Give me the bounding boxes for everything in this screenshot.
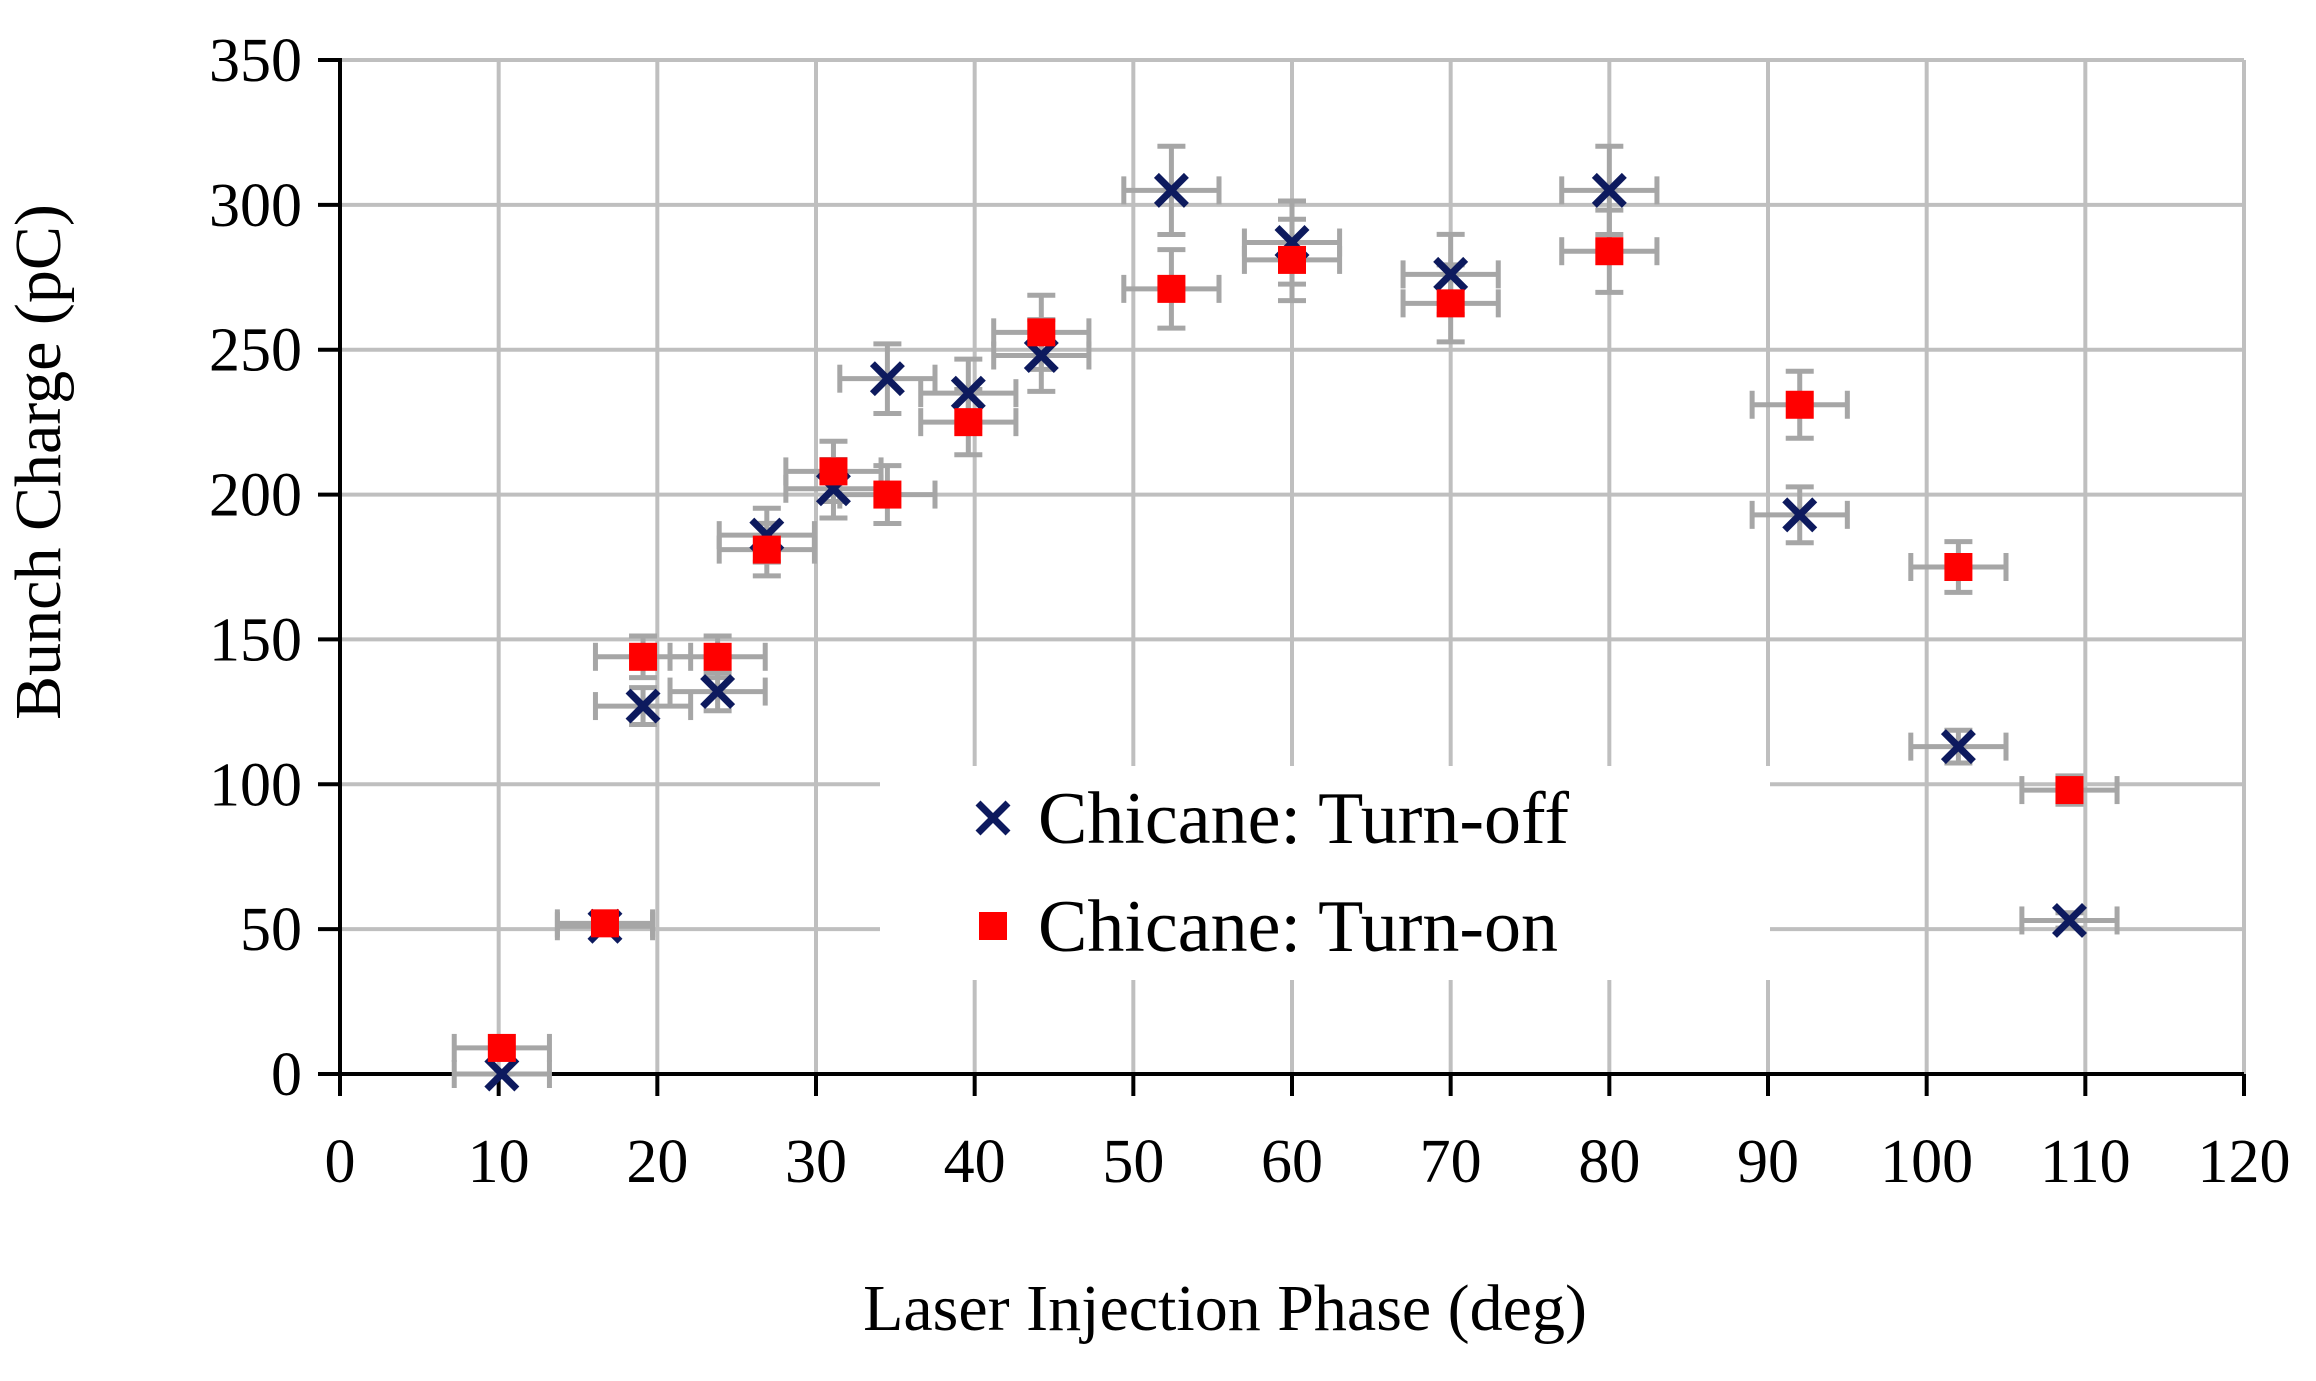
y-tick-label-0: 0: [271, 1041, 302, 1109]
y-tick-label-350: 350: [209, 27, 302, 95]
axes: 0 50 100 150 200 250 300 350 0 10 20 30 40 50 60 70 80 90…: [209, 27, 2291, 1196]
x-tick-label-110: 110: [2040, 1128, 2131, 1196]
turn-off-point-14: [1940, 729, 1976, 765]
turn-off-point-2: [625, 688, 661, 724]
turn-off-point-13: [1782, 497, 1818, 533]
y-axis-title: Bunch Charge (pC): [2, 204, 75, 720]
turn-on-point-3: [703, 642, 732, 671]
turn-on-point-12: [1595, 237, 1624, 266]
x-axis-title: Laser Injection Phase (deg): [863, 1272, 1587, 1345]
legend-label-0: Chicane: Turn-off: [1038, 778, 1569, 860]
legend: Chicane: Turn-off Chicane: Turn-on: [880, 766, 1770, 980]
x-tick-label-20: 20: [626, 1128, 688, 1196]
turn-off-point-11: [1433, 256, 1469, 292]
x-tick-label-100: 100: [1880, 1128, 1973, 1196]
turn-on-point-10: [1278, 245, 1306, 274]
y-tick-label-200: 200: [209, 462, 302, 530]
turn-on-point-1: [590, 909, 619, 938]
y-tick-label-50: 50: [240, 896, 302, 964]
turn-on-point-5: [819, 457, 848, 486]
turn-on-point-15: [2055, 776, 2084, 805]
x-tick-label-50: 50: [1102, 1128, 1164, 1196]
x-tick-label-120: 120: [2198, 1128, 2291, 1196]
turn-off-point-6: [869, 361, 905, 397]
turn-off-point-0: [484, 1056, 520, 1092]
y-tick-label-150: 150: [209, 606, 302, 674]
y-tick-label-250: 250: [209, 317, 302, 385]
turn-off-point-12: [1591, 172, 1627, 208]
x-tick-label-40: 40: [944, 1128, 1006, 1196]
turn-on-point-11: [1436, 289, 1465, 318]
turn-on-point-8: [1027, 318, 1056, 347]
x-tick-label-80: 80: [1578, 1128, 1640, 1196]
x-tick-label-90: 90: [1737, 1128, 1799, 1196]
turn-off-point-7: [950, 375, 986, 411]
turn-off-point-3: [700, 674, 736, 710]
turn-on-point-14: [1944, 553, 1973, 581]
x-tick-label-10: 10: [468, 1128, 530, 1196]
x-tick-label-60: 60: [1261, 1128, 1323, 1196]
turn-on-point-6: [873, 480, 902, 509]
x-tick-label-0: 0: [325, 1128, 356, 1196]
turn-off-point-9: [1153, 172, 1189, 208]
error-bar-s1-p14: [1908, 539, 2009, 595]
legend-marker-0: [975, 800, 1011, 836]
turn-on-point-2: [629, 642, 658, 671]
x-tick-label-30: 30: [785, 1128, 847, 1196]
legend-marker-1: [979, 912, 1007, 940]
turn-on-point-13: [1785, 390, 1814, 419]
turn-on-point-9: [1157, 274, 1186, 303]
turn-on-point-0: [487, 1033, 516, 1062]
y-tick-label-100: 100: [209, 751, 302, 819]
turn-on-point-7: [954, 408, 983, 437]
x-tick-label-70: 70: [1420, 1128, 1482, 1196]
legend-box: [880, 766, 1770, 980]
turn-off-point-15: [2051, 902, 2087, 938]
data-markers: [484, 172, 2087, 1092]
legend-label-1: Chicane: Turn-on: [1038, 886, 1558, 968]
turn-on-point-4: [752, 535, 781, 564]
y-tick-label-300: 300: [209, 172, 302, 240]
